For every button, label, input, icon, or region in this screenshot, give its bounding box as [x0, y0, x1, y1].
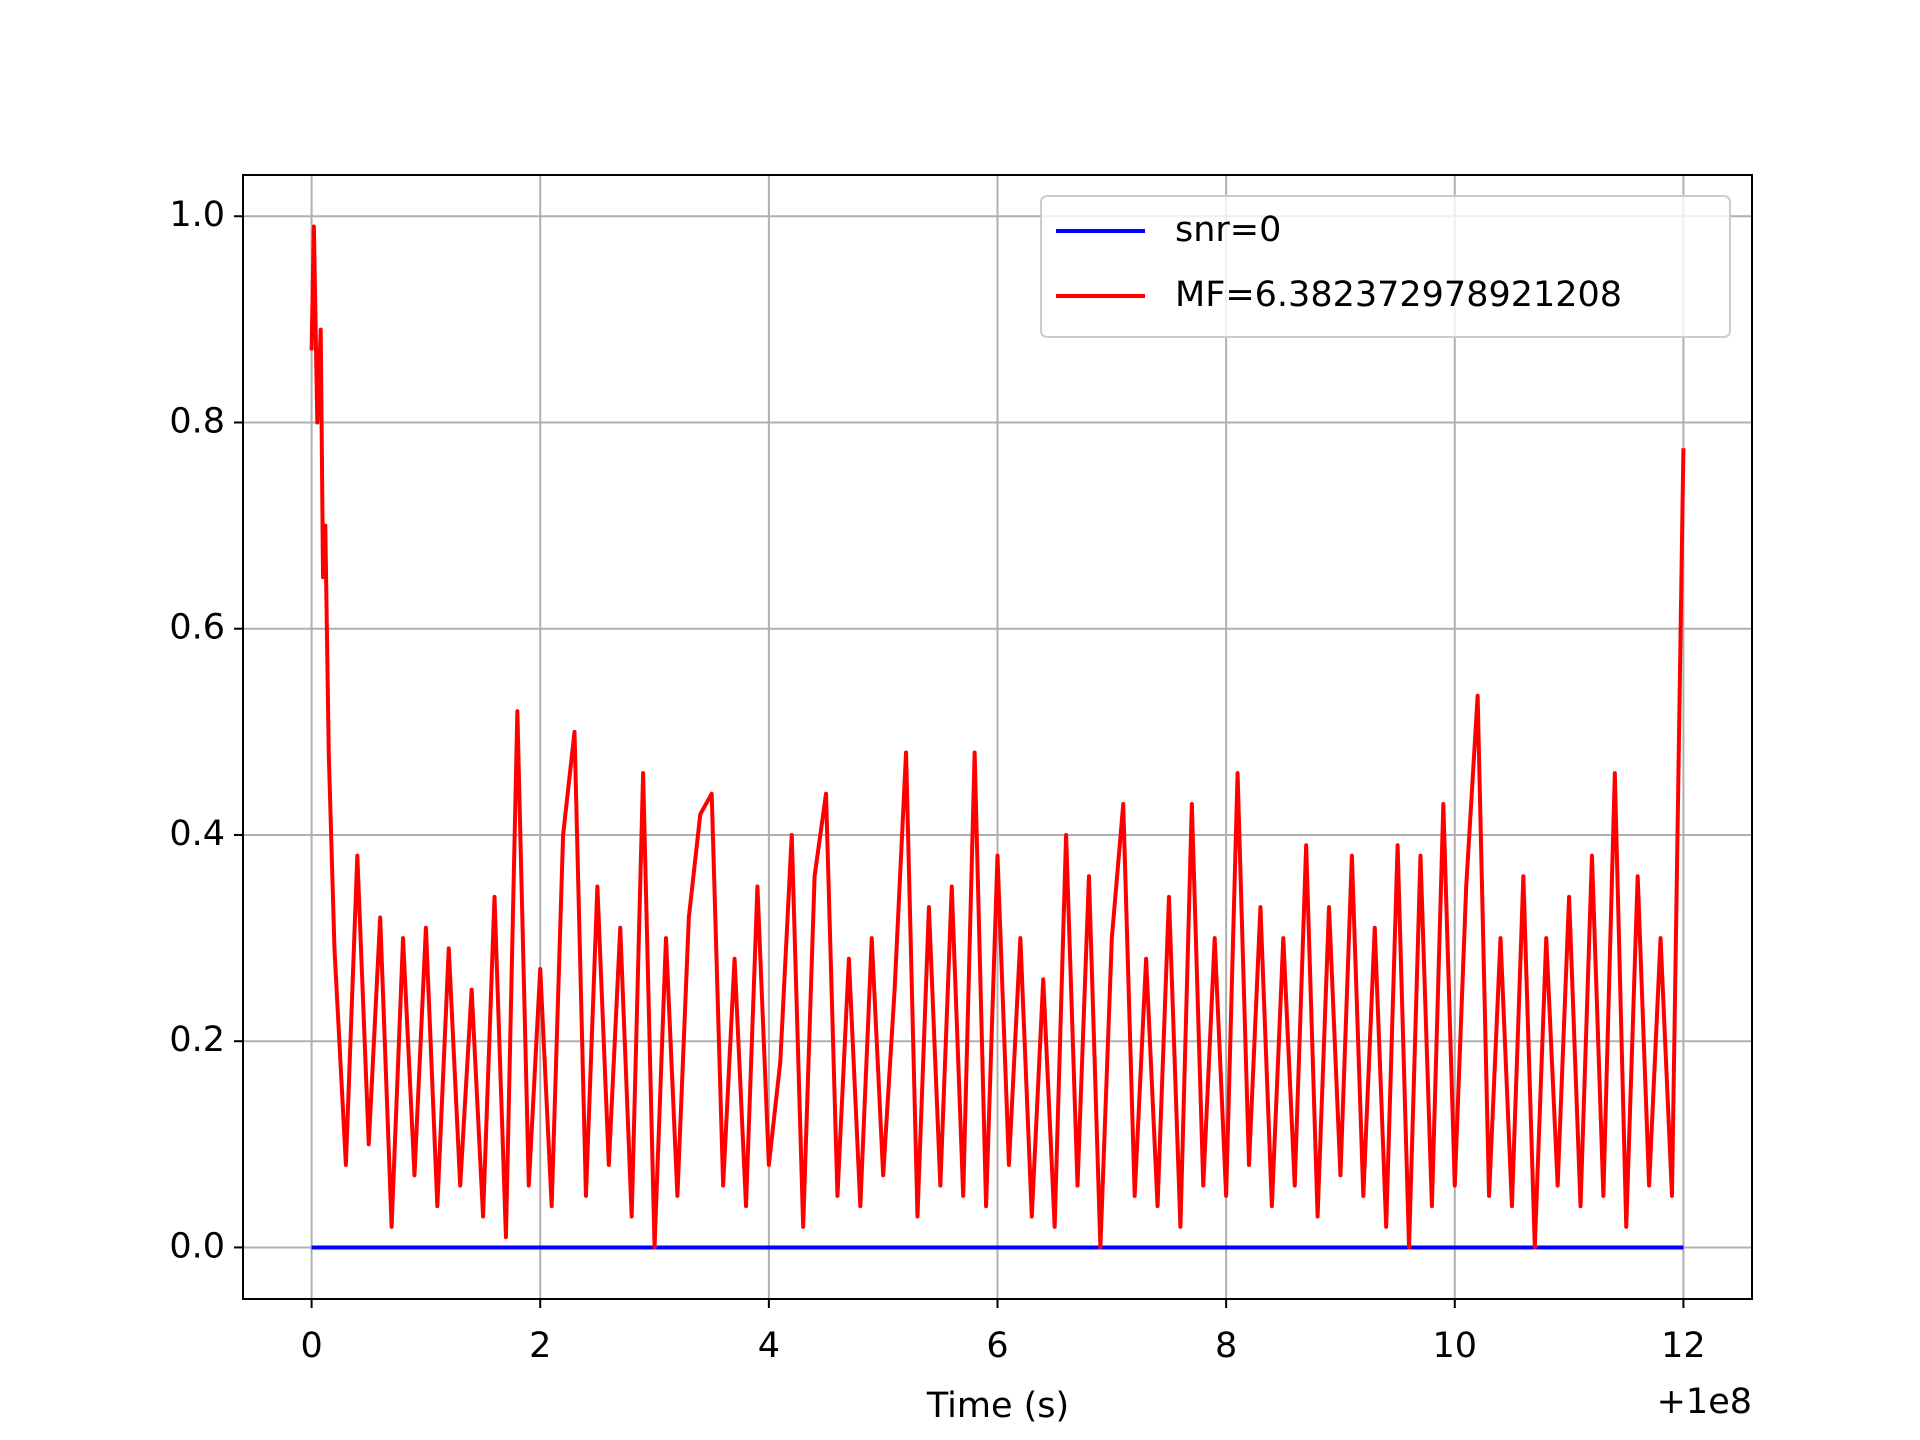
x-tick-label: 8	[1215, 1326, 1237, 1366]
x-tick-label: 4	[758, 1326, 780, 1366]
x-offset-label: +1e8	[1657, 1382, 1752, 1422]
x-tick-label: 10	[1432, 1326, 1477, 1366]
x-tick-label: 0	[300, 1326, 322, 1366]
x-tick-label: 12	[1661, 1326, 1706, 1366]
x-axis-label: Time (s)	[926, 1386, 1069, 1426]
legend-label: MF=6.382372978921208	[1175, 275, 1622, 315]
data-line	[309, 224, 1686, 1250]
y-tick-label: 0.4	[169, 814, 225, 854]
y-tick-label: 0.2	[169, 1020, 225, 1060]
plot-frame	[242, 174, 1753, 1300]
legend-label: snr=0	[1175, 210, 1281, 250]
y-tick-label: 1.0	[169, 195, 225, 235]
x-tick-label: 2	[529, 1326, 551, 1366]
y-tick-label: 0.8	[169, 401, 225, 441]
y-tick-label: 0.6	[169, 608, 225, 648]
x-tick-label: 6	[986, 1326, 1008, 1366]
legend-box	[1040, 195, 1731, 338]
legend: snr=0 MF=6.382372978921208	[1040, 195, 1731, 338]
y-tick-label: 0.0	[169, 1226, 225, 1266]
